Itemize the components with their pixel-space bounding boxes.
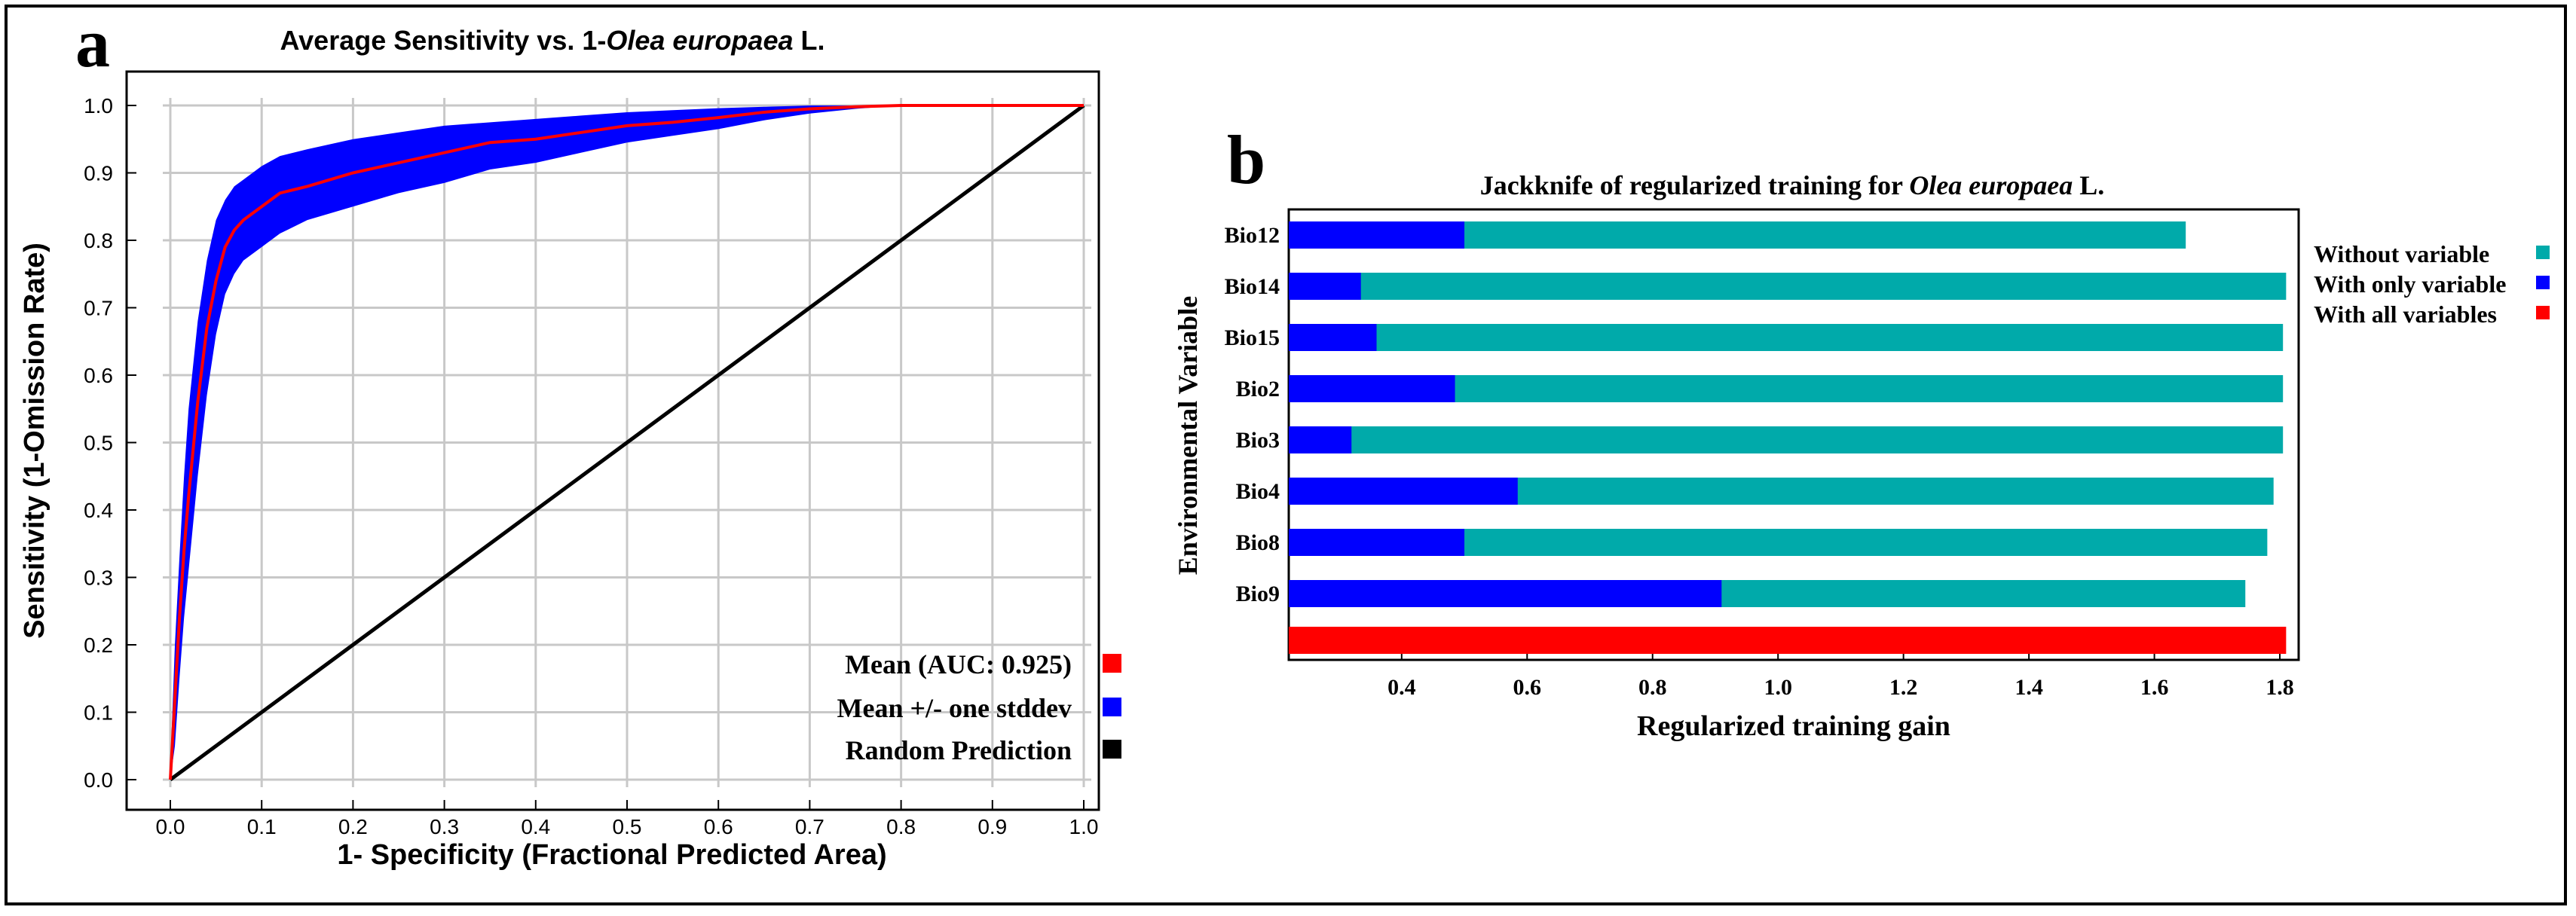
x-tick-label: 0.7 (795, 815, 825, 838)
x-tick-label: 0.4 (521, 815, 550, 838)
x-tick-label: 0.0 (156, 815, 185, 838)
legend-stddev-label: Mean +/- one stddev (837, 693, 1072, 723)
x-tick-label: 0.5 (613, 815, 642, 838)
panel-b: b Jackknife of regularized training for … (1173, 121, 2550, 742)
x-tick-label: 0.3 (430, 815, 459, 838)
legend-all-swatch (2536, 306, 2550, 319)
panel-a-y-axis-label: Sensitivity (1-Omission Rate) (19, 243, 50, 639)
b-x-tick-label: 1.0 (1764, 675, 1792, 700)
category-label-bio14: Bio14 (1225, 274, 1280, 299)
category-label-bio3: Bio3 (1236, 428, 1280, 453)
bar-only-bio3 (1289, 426, 1352, 453)
y-tick-label: 0.5 (84, 432, 113, 455)
legend-without-swatch (2536, 246, 2550, 259)
x-tick-label: 0.1 (247, 815, 277, 838)
y-tick-label: 1.0 (84, 94, 113, 118)
panel-a-label: a (75, 5, 110, 81)
b-x-tick-label: 0.8 (1638, 675, 1667, 700)
bar-without-bio14 (1289, 273, 2287, 300)
panel-a-legend: Mean (AUC: 0.925) Mean +/- one stddev Ra… (837, 649, 1121, 765)
panel-a-y-ticks: 0.0 0.1 0.2 0.3 0.4 0.5 0.6 0.7 0.8 0.9 1.0 (84, 94, 136, 792)
bar-only-bio8 (1289, 529, 1465, 556)
panel-b-x-axis-label: Regularized training gain (1637, 710, 1950, 742)
legend-mean-label: Mean (AUC: 0.925) (845, 649, 1072, 679)
y-tick-label: 0.2 (84, 634, 113, 657)
b-x-tick-label: 0.4 (1387, 675, 1416, 700)
category-label-bio15: Bio15 (1225, 325, 1280, 350)
legend-random-swatch (1103, 740, 1121, 759)
stddev-band (170, 105, 1084, 780)
legend-only-swatch (2536, 276, 2550, 289)
bar-only-bio2 (1289, 375, 1455, 402)
legend-only-label: With only variable (2314, 270, 2506, 298)
legend-random-label: Random Prediction (846, 735, 1072, 765)
bar-without-bio3 (1289, 426, 2284, 453)
y-tick-label: 0.6 (84, 364, 113, 387)
mean-roc-line (169, 104, 1084, 780)
bar-only-bio14 (1289, 273, 1361, 300)
category-label-bio2: Bio2 (1236, 377, 1280, 402)
panel-b-x-ticks: 0.4 0.6 0.8 1.0 1.2 1.4 1.6 1.8 (1387, 652, 2294, 700)
bar-all-variables (1289, 627, 2287, 654)
bar-without-bio15 (1289, 324, 2284, 351)
random-prediction-line (169, 103, 1085, 782)
x-tick-label: 0.8 (886, 815, 916, 838)
panel-b-y-axis-label: Environmental Variable (1173, 296, 1203, 575)
legend-mean-swatch (1103, 654, 1121, 673)
figure-frame (5, 5, 2567, 905)
x-tick-label: 0.9 (977, 815, 1007, 838)
panel-a-x-axis-label: 1- Specificity (Fractional Predicted Are… (337, 839, 886, 871)
y-tick-label: 0.9 (84, 162, 113, 185)
panel-b-title: Jackknife of regularized training for Ol… (1480, 170, 2105, 200)
bar-only-bio4 (1289, 478, 1518, 505)
y-tick-label: 0.7 (84, 297, 113, 320)
panel-b-legend: Without variable With only variable With… (2314, 240, 2550, 328)
y-tick-label: 0.8 (84, 229, 113, 252)
x-tick-label: 0.2 (338, 815, 368, 838)
y-tick-label: 0.0 (84, 768, 113, 792)
bar-only-bio12 (1289, 221, 1465, 249)
panel-a: a Average Sensitivity vs. 1-Olea europae… (19, 5, 1121, 871)
category-label-bio9: Bio9 (1236, 582, 1280, 606)
panel-b-category-labels: Bio12 Bio14 Bio15 Bio2 Bio3 Bio4 Bio8 Bio9 (1225, 223, 1295, 606)
legend-without-label: Without variable (2314, 240, 2489, 267)
b-x-tick-label: 0.6 (1513, 675, 1542, 700)
b-x-tick-label: 1.8 (2265, 675, 2294, 700)
panel-b-bars (1289, 221, 2287, 654)
y-tick-label: 0.4 (84, 499, 113, 522)
x-tick-label: 0.6 (704, 815, 733, 838)
b-x-tick-label: 1.4 (2015, 675, 2043, 700)
category-label-bio4: Bio4 (1236, 479, 1280, 504)
y-tick-label: 0.1 (84, 701, 113, 725)
panel-b-label: b (1227, 121, 1265, 198)
bar-only-bio15 (1289, 324, 1377, 351)
panel-a-title: Average Sensitivity vs. 1-Olea europaea … (280, 25, 825, 56)
y-tick-label: 0.3 (84, 566, 113, 590)
legend-all-label: With all variables (2314, 301, 2497, 328)
bar-only-bio9 (1289, 580, 1722, 607)
category-label-bio8: Bio8 (1236, 530, 1280, 555)
legend-stddev-swatch (1103, 698, 1121, 716)
x-tick-label: 1.0 (1069, 815, 1099, 838)
panel-a-x-ticks: 0.0 0.1 0.2 0.3 0.4 0.5 0.6 0.7 0.8 0.9 1.0 (156, 800, 1099, 838)
b-x-tick-label: 1.6 (2140, 675, 2169, 700)
b-x-tick-label: 1.2 (1889, 675, 1918, 700)
category-label-bio12: Bio12 (1225, 223, 1280, 248)
